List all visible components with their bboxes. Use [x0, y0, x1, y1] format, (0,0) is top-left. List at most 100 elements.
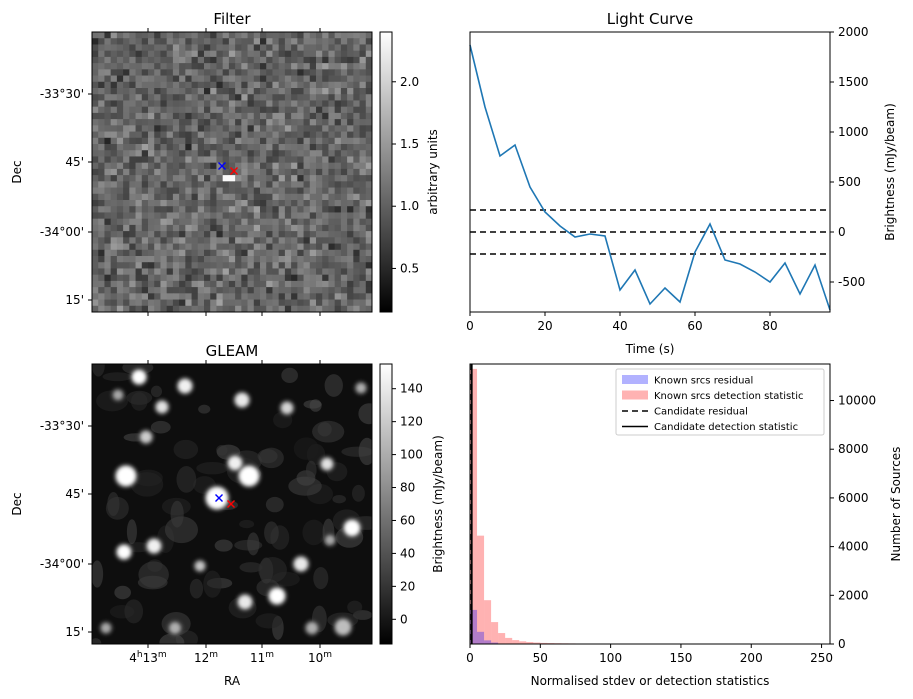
filter-pixel — [266, 237, 273, 244]
filter-pixel — [104, 274, 112, 282]
filter-pixel — [129, 200, 136, 207]
filter-pixel — [160, 100, 168, 108]
y-tick-label: 2000 — [838, 588, 869, 602]
gleam-source — [326, 536, 334, 544]
filter-pixel — [291, 206, 298, 213]
filter-pixel — [340, 224, 348, 232]
filter-pixel — [98, 262, 105, 269]
filter-pixel — [247, 32, 255, 39]
filter-pixel — [228, 200, 236, 207]
filter-pixel — [110, 156, 118, 164]
filter-pixel — [284, 224, 292, 232]
filter-pixel — [210, 187, 217, 195]
filter-pixel — [266, 131, 273, 139]
filter-pixel — [297, 38, 304, 45]
filter-pixel — [172, 243, 180, 251]
filter-pixel — [110, 75, 118, 83]
filter-pixel — [216, 69, 224, 76]
filter-pixel — [179, 56, 186, 64]
filter-pixel — [359, 106, 367, 114]
y-tick-label: 0 — [838, 637, 846, 651]
gleam-source — [229, 457, 241, 469]
filter-pixel — [154, 81, 161, 89]
filter-pixel — [284, 81, 292, 89]
x-tick-label: 250 — [810, 651, 833, 665]
gleam-noise-blob — [150, 420, 171, 434]
filter-pixel — [228, 112, 236, 120]
filter-pixel — [191, 44, 199, 52]
ra-tick-value: 13 — [143, 651, 158, 665]
filter-pixel — [309, 243, 317, 251]
filter-pixel — [191, 268, 199, 276]
filter-pixel — [104, 94, 112, 101]
filter-pixel — [347, 63, 354, 70]
filter-pixel — [204, 231, 211, 238]
filter-pixel — [353, 249, 360, 257]
filter-pixel — [191, 249, 199, 257]
filter-pixel — [116, 131, 124, 139]
filter-pixel — [353, 224, 360, 232]
filter-pixel — [359, 218, 367, 226]
filter-pixel — [340, 137, 348, 145]
gleam-source — [117, 467, 135, 485]
filter-pixel — [98, 38, 105, 45]
filter-pixel — [210, 119, 217, 126]
filter-pixel — [216, 268, 224, 276]
filter-pixel — [297, 187, 304, 195]
filter-pixel — [148, 231, 155, 238]
filter-pixel — [135, 50, 143, 58]
gleam-source — [170, 623, 180, 633]
filter-pixel — [241, 299, 248, 307]
filter-pixel — [98, 193, 105, 201]
filter-pixel — [172, 249, 180, 257]
filter-pixel — [328, 94, 336, 101]
filter-pixel — [216, 293, 224, 300]
filter-pixel — [291, 299, 298, 307]
filter-pixel — [291, 44, 298, 52]
filter-pixel — [191, 305, 199, 312]
filter-pixel — [116, 119, 124, 126]
filter-pixel — [359, 237, 367, 244]
filter-pixel — [110, 137, 118, 145]
filter-pixel — [154, 100, 161, 108]
filter-pixel — [116, 38, 124, 45]
filter-pixel — [216, 63, 224, 70]
filter-pixel — [104, 243, 112, 251]
filter-pixel — [340, 262, 348, 269]
filter-pixel — [204, 274, 211, 282]
filter-pixel — [228, 249, 236, 257]
filter-pixel — [340, 237, 348, 244]
filter-pixel — [123, 274, 130, 282]
filter-pixel — [316, 262, 323, 269]
filter-pixel — [92, 181, 99, 188]
filter-pixel — [322, 162, 329, 170]
filter-pixel — [228, 94, 236, 101]
filter-pixel — [253, 231, 261, 238]
filter-pixel — [160, 32, 168, 39]
filter-pixel — [228, 293, 236, 300]
filter-pixel — [129, 175, 136, 182]
filter-pixel — [235, 38, 242, 45]
filter-pixel — [191, 50, 199, 58]
filter-pixel — [98, 181, 105, 188]
filter-pixel — [365, 274, 372, 282]
filter-pixel — [92, 268, 99, 276]
filter-pixel — [104, 106, 112, 114]
filter-pixel — [247, 299, 255, 307]
filter-pixel — [148, 88, 155, 95]
filter-pixel — [141, 94, 149, 101]
filter-pixel — [191, 256, 199, 263]
filter-pixel — [92, 193, 99, 201]
filter-pixel — [160, 125, 168, 132]
filter-pixel — [197, 162, 205, 170]
filter-pixel — [303, 162, 311, 170]
gleam-noise-blob — [305, 460, 317, 480]
filter-pixel — [166, 206, 174, 213]
filter-pixel — [104, 237, 112, 244]
filter-pixel — [241, 56, 248, 64]
filter-pixel — [334, 94, 342, 101]
filter-pixel — [204, 156, 211, 164]
filter-pixel — [328, 256, 336, 263]
filter-pixel — [141, 119, 149, 126]
filter-pixel — [347, 144, 354, 151]
